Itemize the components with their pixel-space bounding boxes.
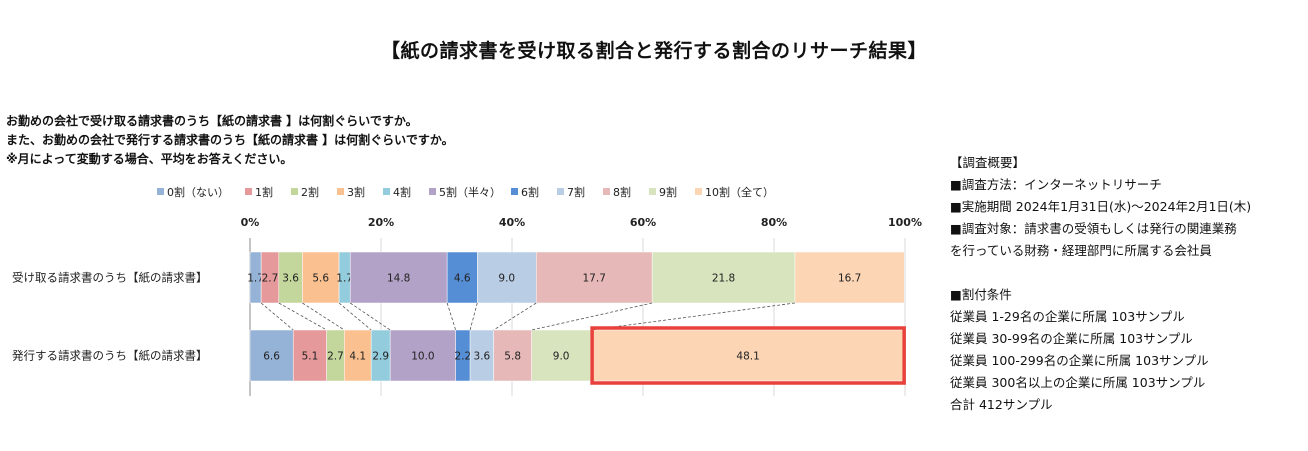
data-label: 3.6: [282, 273, 299, 285]
category-label: 発行する請求書のうち【紙の請求書】: [12, 349, 208, 363]
data-label: 5.8: [504, 351, 521, 363]
data-label: 4.6: [454, 273, 471, 285]
data-label: 9.0: [553, 351, 570, 363]
quota-line-1: 従業員 1-29名の企業に所属 103サンプル: [950, 309, 1185, 324]
series-connector: [278, 302, 327, 331]
series-connector: [446, 302, 457, 331]
series-connector: [260, 302, 294, 331]
x-tick-label: 80%: [761, 216, 787, 229]
data-label: 2.7: [327, 351, 344, 363]
series-connector: [590, 302, 796, 331]
category-label: 受け取る請求書のうち【紙の請求書】: [12, 271, 208, 285]
quota-line-4: 従業員 300名以上の企業に所属 103サンプル: [950, 375, 1206, 390]
bar-segment: [651, 251, 796, 304]
legend-label: 3割: [347, 185, 365, 199]
page-title: 【紙の請求書を受け取る割合と発行する割合のリサーチ結果】: [380, 40, 927, 62]
series-connector: [302, 302, 345, 331]
data-label: 1.7: [336, 273, 353, 285]
data-label: 2.7: [262, 273, 279, 285]
x-tick-label: 20%: [368, 216, 394, 229]
question-text: お勤めの会社で受け取る請求書のうち【紙の請求書 】は何割ぐらいですか。 また、お…: [6, 112, 454, 169]
quota-line-2: 従業員 30-99名の企業に所属 103サンプル: [950, 331, 1193, 346]
legend-label: 7割: [567, 185, 585, 199]
bar-segment: [446, 251, 478, 304]
data-label: 2.9: [372, 351, 389, 363]
summary-period: ■実施期間 2024年1月31日(水)～2024年2月1日(木): [950, 199, 1252, 214]
summary-target: ■調査対象：請求書の受領もしくは発行の関連業務: [950, 221, 1237, 236]
data-label: 9.0: [498, 273, 515, 285]
legend-label: 0割（ない）: [167, 185, 229, 199]
summary-method: ■調査方法：インターネットリサーチ: [950, 177, 1162, 192]
data-label: 10.0: [411, 351, 434, 363]
bar-segment: [493, 329, 532, 382]
legend-swatch: [557, 188, 564, 195]
quota-line-3: 従業員 100-299名の企業に所属 103サンプル: [950, 353, 1209, 368]
data-label: 1.7: [247, 273, 264, 285]
data-label: 16.7: [838, 273, 861, 285]
legend-label: 2割: [301, 185, 319, 199]
legend-label: 5割（半々）: [439, 185, 501, 199]
bar-segment: [590, 329, 906, 382]
question-line-2: また、お勤めの会社で発行する請求書のうち【紙の請求書 】は何割ぐらいですか。: [6, 133, 454, 147]
bar-segment: [531, 329, 591, 382]
legend-swatch: [649, 188, 656, 195]
legend-swatch: [383, 188, 390, 195]
bar-segment: [477, 251, 537, 304]
quota-heading: ■割付条件: [950, 287, 1012, 302]
data-label: 5.6: [312, 273, 329, 285]
legend-swatch: [603, 188, 610, 195]
legend-label: 6割: [521, 185, 539, 199]
quota-total: 合計 412サンプル: [950, 397, 1053, 412]
legend-swatch: [429, 188, 436, 195]
series-connector: [531, 302, 653, 331]
highlight-box: [590, 326, 906, 385]
series-connector: [349, 302, 391, 331]
data-label: 3.6: [474, 351, 491, 363]
summary-target-cont: を行っている財務・経理部門に所属する会社員: [950, 243, 1212, 258]
data-label: 17.7: [583, 273, 606, 285]
legend-swatch: [511, 188, 518, 195]
x-tick-label: 0%: [241, 216, 260, 229]
data-label: 4.1: [349, 351, 366, 363]
series-connector: [493, 302, 537, 331]
legend-swatch: [291, 188, 298, 195]
bar-segment: [349, 251, 448, 304]
summary-heading: 【調査概要】: [950, 155, 1026, 170]
legend-swatch: [695, 188, 702, 195]
legend-swatch: [245, 188, 252, 195]
series-connector: [469, 302, 478, 331]
bar-segment: [794, 251, 905, 304]
data-label: 14.8: [387, 273, 410, 285]
data-label: 5.1: [302, 351, 319, 363]
legend-label: 1割: [255, 185, 273, 199]
survey-summary: 【調査概要】 ■調査方法：インターネットリサーチ ■実施期間 2024年1月31…: [950, 152, 1251, 416]
x-tick-label: 40%: [499, 216, 525, 229]
question-line-3: ※月によって変動する場合、平均をお答えください。: [6, 152, 293, 166]
series-connector: [338, 302, 372, 331]
legend-label: 8割: [613, 185, 631, 199]
data-label: 6.6: [263, 351, 280, 363]
bar-segment: [344, 329, 372, 382]
data-label: 48.1: [736, 351, 759, 363]
x-tick-label: 100%: [888, 216, 922, 229]
legend-swatch: [337, 188, 344, 195]
x-tick-label: 60%: [630, 216, 656, 229]
legend-label: 10割（全て）: [705, 185, 774, 199]
data-label: 2.2: [455, 351, 472, 363]
legend-label: 9割: [659, 185, 677, 199]
bar-segment: [292, 329, 327, 382]
data-label: 21.8: [712, 273, 735, 285]
bar-segment: [535, 251, 653, 304]
question-line-1: お勤めの会社で受け取る請求書のうち【紙の請求書 】は何割ぐらいですか。: [6, 114, 418, 128]
legend-label: 4割: [393, 185, 411, 199]
bar-segment: [389, 329, 456, 382]
legend-swatch: [157, 188, 164, 195]
